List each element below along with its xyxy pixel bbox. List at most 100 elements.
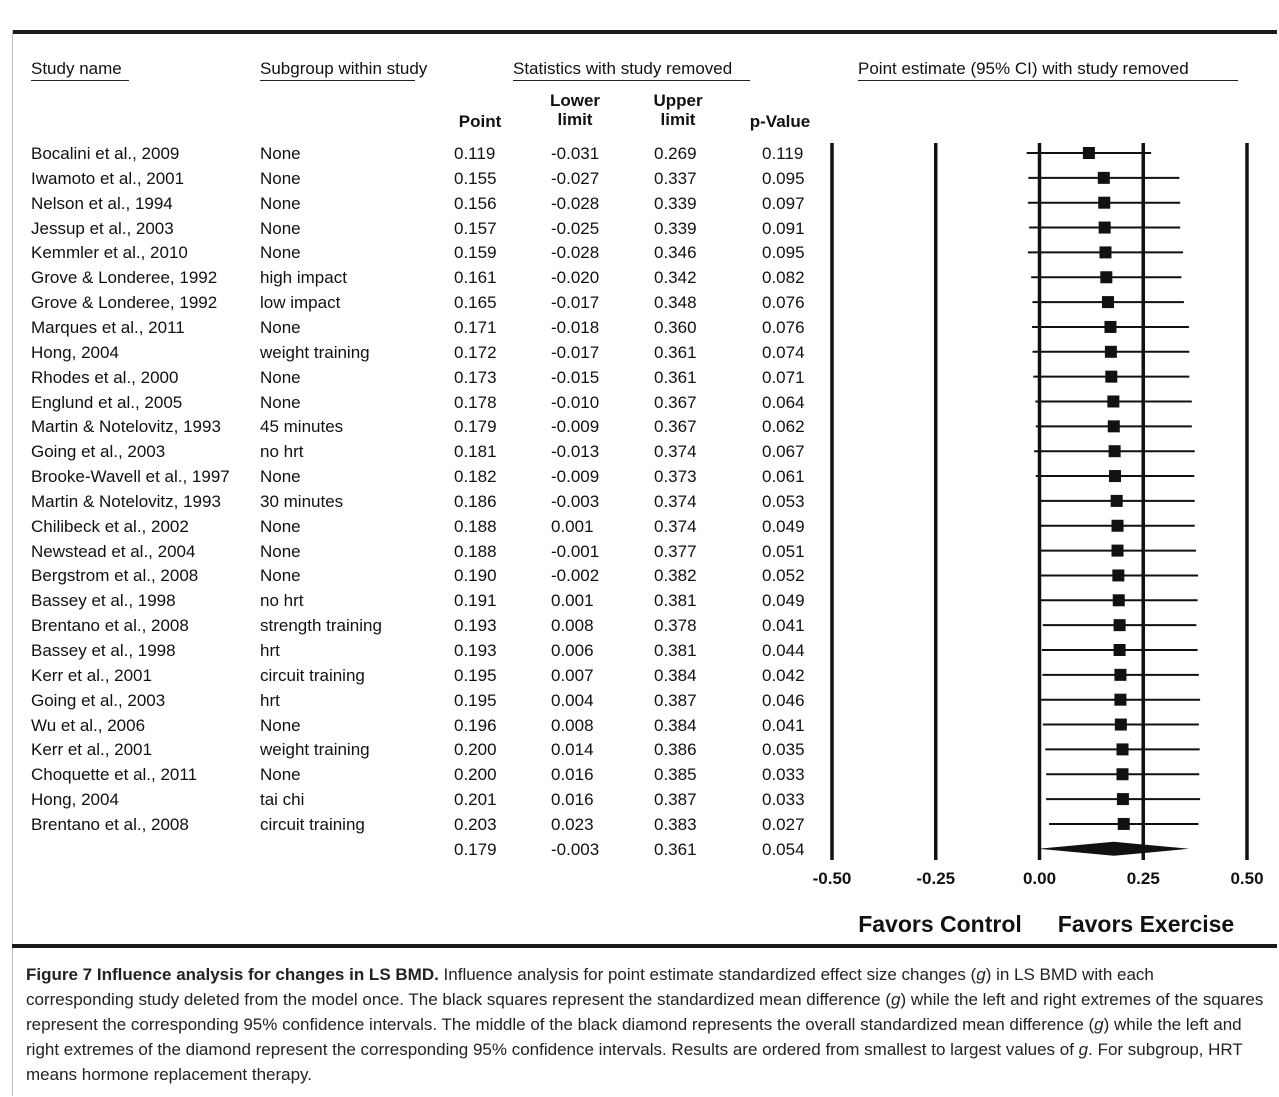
cell-point: 0.178 [454, 392, 497, 412]
header-stats-group: Statistics with study removed [513, 59, 733, 78]
effect-square [1107, 395, 1120, 408]
cell-lower: 0.023 [551, 814, 594, 834]
cell-pvalue: 0.076 [762, 293, 805, 313]
cell-subgroup: None [260, 168, 301, 188]
forest-plot: -0.50 -0.25 0.00 0.25 0.50 Favors Control Favo… [813, 143, 1264, 937]
cell-point: 0.200 [454, 740, 497, 760]
header-point: Point [458, 112, 502, 131]
cell-point: 0.173 [454, 367, 497, 387]
effect-square [1101, 296, 1114, 309]
cell-lower: -0.003 [551, 839, 600, 859]
effect-square [1117, 817, 1130, 830]
cell-lower: 0.016 [551, 790, 594, 810]
cell-pvalue: 0.097 [762, 193, 805, 213]
cell-study: Brentano et al., 2008 [31, 616, 189, 636]
cell-point: 0.172 [454, 342, 497, 362]
cell-pvalue: 0.041 [762, 715, 805, 735]
effect-square [1082, 147, 1095, 159]
cell-upper: 0.387 [654, 790, 697, 810]
cell-lower: -0.018 [551, 317, 600, 337]
cell-point: 0.159 [454, 243, 497, 263]
cell-pvalue: 0.035 [762, 740, 805, 760]
tick-label: 0.25 [1127, 869, 1160, 888]
cell-study: Brooke-Wavell et al., 1997 [31, 467, 230, 487]
cell-pvalue: 0.041 [762, 616, 805, 636]
cell-point: 0.190 [454, 566, 497, 586]
cell-pvalue: 0.071 [762, 367, 805, 387]
cell-lower: 0.014 [551, 740, 594, 760]
cell-subgroup: None [260, 367, 301, 387]
cell-point: 0.156 [454, 193, 497, 213]
effect-square [1097, 171, 1110, 184]
cell-upper: 0.378 [654, 616, 697, 636]
cell-lower: -0.002 [551, 566, 600, 586]
cell-subgroup: None [260, 715, 301, 735]
cell-subgroup: strength training [260, 616, 382, 636]
cell-pvalue: 0.042 [762, 665, 805, 685]
cell-lower: -0.028 [551, 243, 600, 263]
cell-subgroup: 30 minutes [260, 491, 344, 511]
cell-lower: -0.010 [551, 392, 600, 412]
cell-lower: 0.008 [551, 715, 594, 735]
cell-upper: 0.361 [654, 342, 697, 362]
cell-study: Martin & Notelovitz, 1993 [31, 491, 221, 511]
effect-square [1110, 494, 1123, 507]
cell-pvalue: 0.053 [762, 491, 805, 511]
cell-study: Bassey et al., 1998 [31, 591, 176, 611]
cell-point: 0.195 [454, 690, 497, 710]
cell-point: 0.201 [454, 790, 497, 810]
cell-subgroup: None [260, 765, 301, 785]
header-subgroup: Subgroup within study [260, 59, 428, 78]
cell-point: 0.188 [454, 516, 497, 536]
cell-point: 0.165 [454, 293, 497, 313]
cell-study: Grove & Londeree, 1992 [31, 293, 218, 313]
effect-square [1100, 271, 1113, 284]
cell-point: 0.119 [454, 144, 496, 163]
caption-text-5: . For subgroup, HRT means hormone replac… [26, 1040, 1243, 1084]
cell-upper: 0.339 [654, 193, 697, 213]
cell-study: Englund et al., 2005 [31, 392, 183, 412]
effect-square [1109, 470, 1122, 483]
cell-subgroup: hrt [260, 641, 280, 660]
cell-study: Going et al., 2003 [31, 690, 166, 710]
cell-upper: 0.361 [654, 839, 697, 859]
cell-study: Bocalini et al., 2009 [31, 144, 180, 163]
effect-square [1116, 793, 1129, 806]
cell-study: Going et al., 2003 [31, 442, 166, 462]
effect-square [1108, 445, 1121, 458]
cell-study: Kerr et al., 2001 [31, 665, 152, 685]
cell-pvalue: 0.064 [762, 392, 805, 412]
cell-study: Iwamoto et al., 2001 [31, 168, 185, 188]
cell-lower: 0.001 [551, 591, 594, 611]
effect-square [1111, 544, 1124, 557]
cell-upper: 0.367 [654, 417, 697, 437]
cell-subgroup: None [260, 516, 301, 536]
cell-upper: 0.337 [654, 168, 697, 188]
cell-subgroup: no hrt [260, 442, 304, 462]
cell-upper: 0.360 [654, 317, 697, 337]
cell-study: Grove & Londeree, 1992 [31, 268, 218, 288]
cell-point: 0.182 [454, 467, 497, 487]
header-pvalue: p-Value [749, 112, 811, 131]
cell-upper: 0.377 [654, 541, 697, 561]
caption-text-2: ) in LS BMD with each corresponding stud… [26, 965, 1154, 1009]
header-lower-1: Lower [549, 91, 601, 110]
cell-pvalue: 0.061 [762, 467, 805, 487]
effect-square [1099, 246, 1112, 259]
cell-upper: 0.384 [654, 715, 697, 735]
caption-rule [12, 944, 1277, 948]
cell-subgroup: tai chi [260, 790, 305, 810]
cell-study: Bergstrom et al., 2008 [31, 566, 199, 586]
cell-lower: -0.028 [551, 193, 600, 213]
cell-lower: 0.004 [551, 690, 594, 710]
cell-pvalue: 0.046 [762, 690, 805, 710]
cell-point: 0.179 [454, 417, 497, 437]
cell-study: Hong, 2004 [31, 342, 119, 362]
figure-caption: Figure 7 Influence analysis for changes … [26, 962, 1266, 1087]
cell-pvalue: 0.049 [762, 516, 805, 536]
top-rule [12, 30, 1277, 34]
tick-label: 0.00 [1023, 869, 1056, 888]
cell-study: Marques et al., 2011 [31, 317, 185, 337]
caption-g-1: g [976, 965, 986, 984]
cell-pvalue: 0.049 [762, 591, 805, 611]
